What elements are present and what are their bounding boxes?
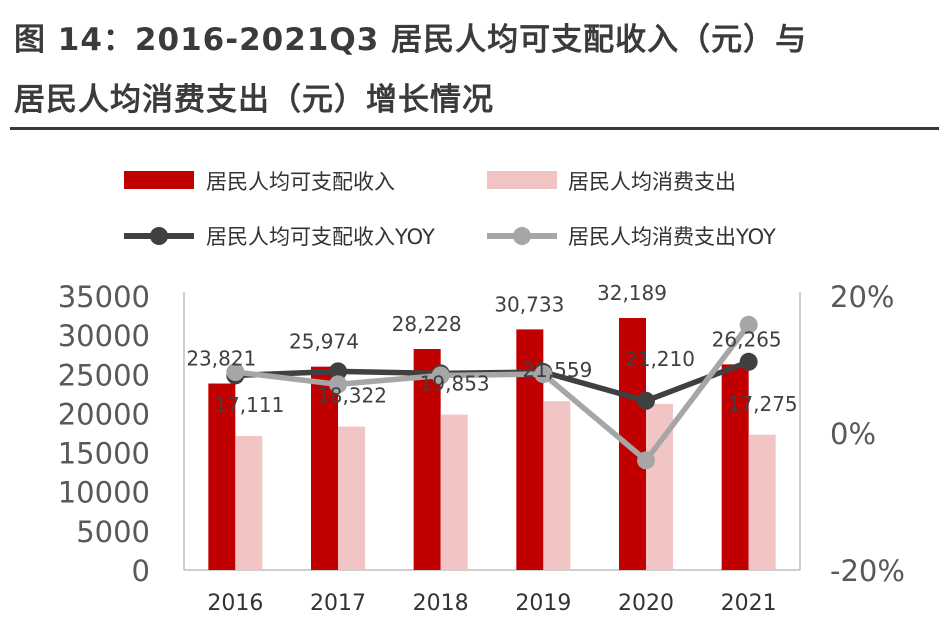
data-label-consumption: 21,559 (522, 358, 592, 382)
data-label-income: 28,228 (392, 312, 462, 336)
income-yoy-point (637, 391, 655, 410)
data-label-consumption: 17,275 (728, 392, 798, 416)
income-yoy-point (329, 362, 347, 381)
data-label-consumption: 19,853 (420, 372, 490, 396)
consumption-yoy-line (235, 323, 751, 464)
y-right-tick-label: 0% (830, 417, 876, 451)
legend-swatch-income-bar (124, 171, 194, 189)
bar-consumption (440, 414, 468, 570)
x-tick-label: 2017 (310, 591, 366, 616)
bar-income (413, 349, 441, 570)
y-left-tick-label: 15000 (58, 437, 150, 471)
bar-consumption (235, 436, 263, 570)
bar-consumption (338, 426, 365, 570)
y-left-tick-label: 10000 (58, 476, 150, 510)
y-right-tick-label: 20% (830, 280, 894, 314)
chart-title-line-1: 图 14：2016-2021Q3 居民人均可支配收入（元）与 (14, 22, 808, 58)
legend-swatch-consumption-yoy-marker (513, 227, 531, 245)
y-right-tick-label: -20% (830, 554, 905, 588)
legend-label-income-yoy: 居民人均可支配收入YOY (206, 225, 435, 249)
data-label-income: 25,974 (289, 330, 359, 354)
x-tick-label: 2016 (207, 591, 263, 616)
y-left-tick-label: 5000 (76, 515, 150, 549)
y-left-tick-label: 30000 (58, 319, 150, 353)
consumption-yoy-point (329, 375, 347, 394)
data-label-income: 26,265 (712, 327, 782, 351)
x-tick-label: 2018 (413, 591, 469, 616)
x-tick-label: 2019 (515, 591, 571, 616)
data-label-consumption: 17,111 (214, 393, 284, 417)
legend-swatch-consumption-bar (487, 171, 557, 189)
title-divider (10, 127, 939, 130)
bar-income (721, 364, 749, 570)
legend-swatch-income-yoy-marker (150, 227, 168, 245)
y-left-tick-label: 35000 (58, 280, 150, 314)
chart-title-line-2: 居民人均消费支出（元）增长情况 (14, 82, 494, 118)
consumption-yoy-point (637, 451, 655, 470)
y-left-tick-label: 0 (132, 554, 150, 588)
x-tick-label: 2020 (618, 591, 674, 616)
y-left-tick-label: 20000 (58, 397, 150, 431)
bar-consumption (543, 401, 571, 570)
y-left-tick-label: 25000 (58, 358, 150, 392)
consumption-yoy-point (739, 315, 758, 334)
bar-income (311, 366, 338, 570)
x-tick-label: 2021 (721, 591, 777, 616)
legend-label-consumption-bar: 居民人均消费支出 (568, 170, 736, 194)
income-yoy-point (739, 352, 758, 371)
bar-consumption (748, 434, 776, 570)
data-label-income: 30,733 (494, 292, 564, 316)
data-label-income: 32,189 (597, 281, 667, 305)
consumption-yoy-point (534, 365, 553, 384)
data-label-income: 23,821 (186, 347, 256, 371)
legend-label-income-bar: 居民人均可支配收入 (206, 170, 395, 194)
legend-label-consumption-yoy: 居民人均消费支出YOY (568, 225, 776, 249)
bar-income (208, 383, 236, 570)
data-label-consumption: 21,210 (625, 347, 695, 371)
consumption-yoy-point (226, 363, 245, 382)
data-label-consumption: 18,322 (317, 384, 387, 408)
consumption-yoy-point (431, 366, 450, 385)
